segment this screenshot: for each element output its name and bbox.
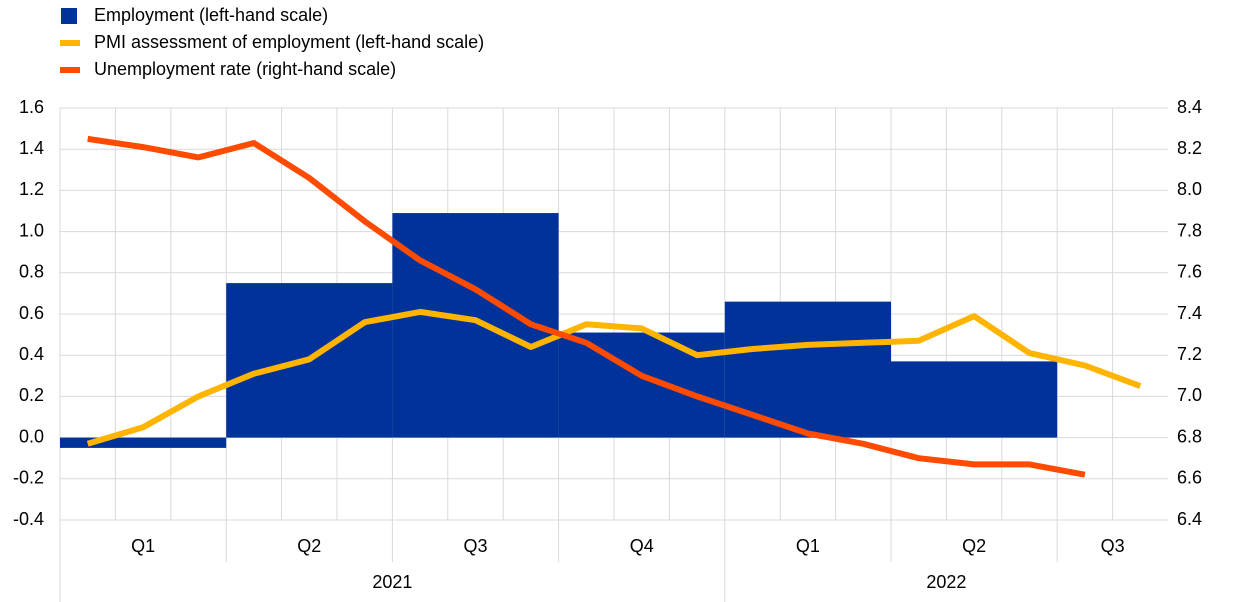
quarter-label: Q3 (463, 536, 487, 556)
year-label: 2022 (926, 572, 966, 592)
y2-tick-label: 7.0 (1177, 385, 1202, 405)
legend-label: Unemployment rate (right-hand scale) (94, 59, 396, 79)
y-tick-label: 0.2 (19, 385, 44, 405)
bar (724, 301, 891, 438)
y-tick-label: 0.6 (19, 303, 44, 323)
y2-tick-label: 6.8 (1177, 426, 1202, 446)
bar (558, 332, 725, 438)
y2-tick-label: 8.4 (1177, 97, 1202, 117)
quarter-label: Q1 (796, 536, 820, 556)
y2-tick-label: 8.0 (1177, 179, 1202, 199)
quarter-label: Q2 (962, 536, 986, 556)
line-series (86, 308, 1142, 447)
y-tick-label: 0.8 (19, 262, 44, 282)
y-tick-label: -0.2 (13, 468, 44, 488)
legend-label: PMI assessment of employment (left-hand … (94, 32, 484, 52)
legend-swatch (61, 8, 77, 24)
y-tick-label: 1.4 (19, 138, 44, 158)
y-tick-label: 1.0 (19, 220, 44, 240)
year-label: 2021 (372, 572, 412, 592)
legend-label: Employment (left-hand scale) (94, 5, 328, 25)
y2-tick-label: 6.6 (1177, 468, 1202, 488)
line-series (87, 135, 1086, 478)
y2-tick-label: 6.4 (1177, 509, 1202, 529)
y2-tick-label: 7.8 (1177, 220, 1202, 240)
y-tick-label: -0.4 (13, 509, 44, 529)
y2-tick-label: 8.2 (1177, 138, 1202, 158)
y-tick-label: 0.4 (19, 344, 44, 364)
quarter-label: Q1 (131, 536, 155, 556)
y-tick-label: 1.6 (19, 97, 44, 117)
y-tick-label: 1.2 (19, 179, 44, 199)
bar (891, 361, 1058, 438)
bar (60, 437, 227, 448)
quarter-label: Q4 (630, 536, 654, 556)
y2-tick-label: 7.2 (1177, 344, 1202, 364)
y-tick-label: 0.0 (19, 426, 44, 446)
quarter-label: Q2 (297, 536, 321, 556)
y2-tick-label: 7.4 (1177, 303, 1202, 323)
y2-tick-label: 7.6 (1177, 262, 1202, 282)
quarter-label: Q3 (1101, 536, 1125, 556)
